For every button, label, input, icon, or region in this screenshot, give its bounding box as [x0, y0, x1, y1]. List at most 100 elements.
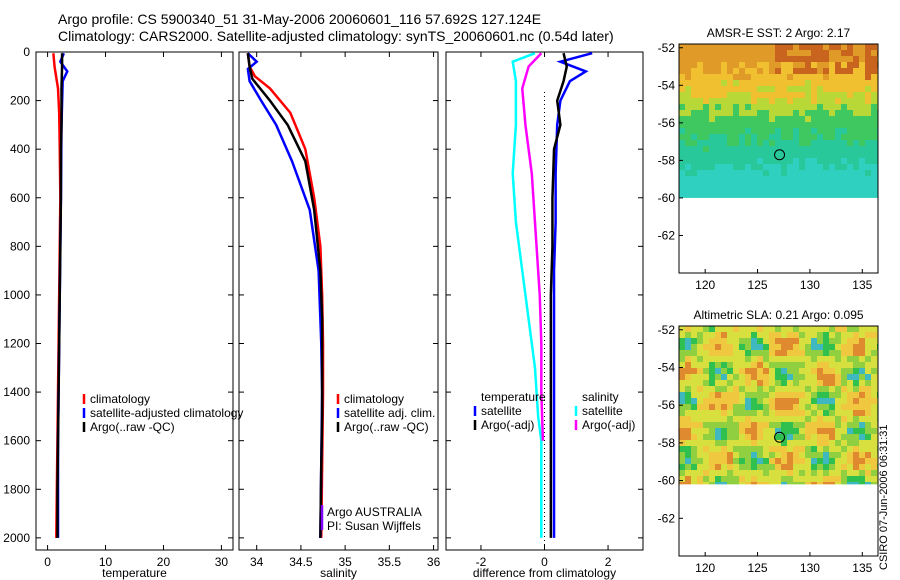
sla_map-cell: [757, 422, 763, 428]
salinity-series-black: [246, 53, 324, 538]
sst_map-cell: [739, 158, 745, 164]
sst_map-cell: [853, 110, 859, 116]
sst_map-cell: [757, 170, 763, 176]
sst_map-cell: [703, 116, 709, 122]
sst_map-cell: [679, 68, 685, 74]
sla_map-cell: [859, 422, 865, 428]
sla_map-cell: [793, 464, 799, 470]
sla_map-cell: [829, 380, 835, 386]
sla_map-cell: [751, 452, 757, 458]
sst_map-cell: [733, 170, 739, 176]
sla_map-cell: [859, 362, 865, 368]
sst_map-cell: [847, 50, 853, 56]
sla_map-cell: [769, 332, 775, 338]
sst_map-cell: [751, 98, 757, 104]
sla_map-cell: [775, 476, 781, 482]
sst_map-cell: [739, 62, 745, 68]
sla_map-cell: [805, 434, 811, 440]
salinity-xlabel: salinity: [320, 566, 357, 580]
sst_map-cell: [763, 194, 769, 198]
sst_map-cell: [859, 182, 865, 188]
sla_map-cell: [793, 344, 799, 350]
sst_map-cell: [733, 164, 739, 170]
sla_map-cell: [817, 344, 823, 350]
sst_map-cell: [841, 146, 847, 152]
sst_map-cell: [859, 44, 865, 50]
sla_map-cell: [733, 440, 739, 446]
sst_map-cell: [865, 134, 871, 140]
sst_map-cell: [721, 44, 727, 50]
sst_map-cell: [859, 56, 865, 62]
sst_map-cell: [805, 104, 811, 110]
sst_map-cell: [871, 44, 877, 50]
sst_map-cell: [835, 116, 841, 122]
sst_map-cell: [781, 110, 787, 116]
sla_map-cell: [865, 470, 871, 476]
sst_map-cell: [727, 86, 733, 92]
sst_map-cell: [709, 182, 715, 188]
sla_map-cell: [835, 434, 841, 440]
sst_map-cell: [793, 182, 799, 188]
sst_map-cell: [829, 98, 835, 104]
sla_map-cell: [715, 428, 721, 434]
sst_map-cell: [733, 152, 739, 158]
sst_map-cell: [751, 134, 757, 140]
sst_map-cell: [691, 74, 697, 80]
sla_map-cell: [679, 416, 685, 422]
sst_map-cell: [787, 146, 793, 152]
sla_map-cell: [733, 392, 739, 398]
sla_map-cell: [715, 380, 721, 386]
sla_map-cell: [871, 386, 877, 392]
sst_map-cell: [685, 116, 691, 122]
sla_map-cell: [811, 332, 817, 338]
sla_map-cell: [805, 452, 811, 458]
sla_map-cell: [829, 356, 835, 362]
sst_map-cell: [745, 74, 751, 80]
sla_map-cell: [865, 386, 871, 392]
sla_map-cell: [679, 386, 685, 392]
sla_map-cell: [775, 428, 781, 434]
sla_map-cell: [817, 410, 823, 416]
sla_map-cell: [709, 458, 715, 464]
sst_map-cell: [691, 170, 697, 176]
sla_map-cell: [751, 464, 757, 470]
depth-tick-label: 2000: [3, 531, 30, 545]
sla_map-cell: [835, 482, 841, 485]
sst_map-cell: [775, 176, 781, 182]
sst_map-cell: [871, 152, 877, 158]
sst_map-cell: [811, 50, 817, 56]
sla_map-cell: [745, 392, 751, 398]
sst_map-cell: [709, 116, 715, 122]
sst_map-cell: [751, 128, 757, 134]
sst_map-cell: [835, 80, 841, 86]
sla_map-cell: [733, 446, 739, 452]
sst_map-cell: [829, 74, 835, 80]
sla_map-cell: [751, 332, 757, 338]
sla_map-cell: [715, 392, 721, 398]
sla_map-cell: [811, 434, 817, 440]
sst_map-cell: [739, 122, 745, 128]
sst_map-cell: [703, 182, 709, 188]
sla_map-ytick-label: -54: [658, 360, 676, 374]
sst_map-cell: [769, 74, 775, 80]
sst_map-cell: [829, 194, 835, 198]
sst_map-cell: [805, 188, 811, 194]
sst_map-cell: [763, 122, 769, 128]
sst_map-cell: [733, 56, 739, 62]
sst_map-cell: [697, 194, 703, 198]
sst_map-cell: [787, 188, 793, 194]
sla_map-cell: [835, 386, 841, 392]
sst_map-cell: [811, 74, 817, 80]
sla_map-cell: [853, 410, 859, 416]
sla_map-cell: [703, 344, 709, 350]
sst_map-cell: [691, 104, 697, 110]
sla_map-cell: [745, 374, 751, 380]
sst_map-cell: [769, 176, 775, 182]
sst_map-cell: [703, 104, 709, 110]
sla_map-cell: [757, 452, 763, 458]
sla_map-cell: [805, 458, 811, 464]
sst_map-cell: [739, 68, 745, 74]
sst_map-cell: [781, 158, 787, 164]
sst_map-cell: [709, 134, 715, 140]
sst_map-cell: [763, 134, 769, 140]
